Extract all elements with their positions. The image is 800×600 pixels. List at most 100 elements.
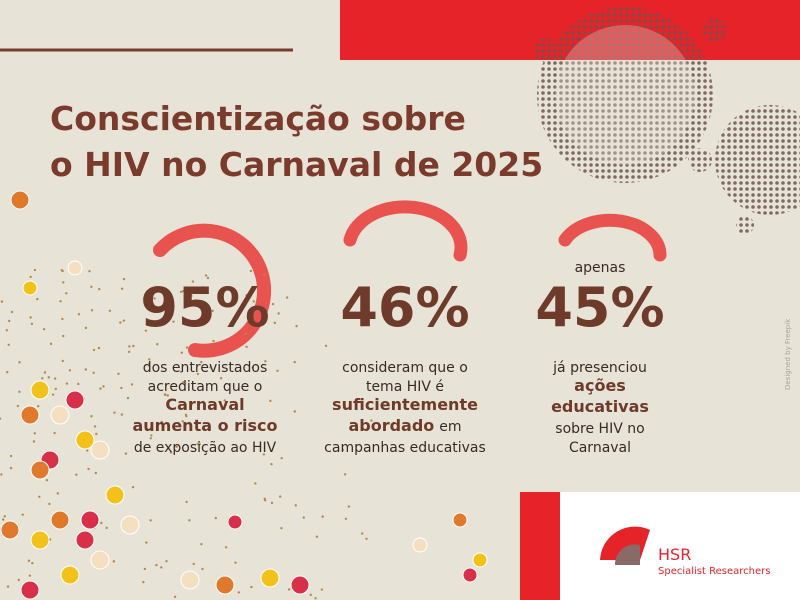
glitter: [167, 298, 171, 301]
virus-decoration: [533, 7, 800, 234]
stat-line: tema HIV é: [366, 379, 444, 395]
text-segment: suficientemente: [332, 395, 478, 414]
glitter: [245, 294, 248, 297]
glitter: [32, 440, 36, 443]
sequin: [20, 580, 40, 600]
glitter: [49, 342, 53, 346]
stat-line: dos entrevistados: [143, 360, 268, 376]
glitter: [130, 383, 134, 386]
glitter: [235, 299, 238, 302]
glitter: [160, 566, 163, 569]
glitter: [270, 462, 273, 466]
logo-subtitle: Specialist Researchers: [658, 566, 770, 577]
stat-line: sobre HIV no: [555, 421, 644, 437]
glitter: [127, 350, 131, 354]
glitter: [180, 351, 183, 354]
glitter: [264, 359, 267, 363]
credit: Designed by Freepik: [784, 318, 792, 390]
text-segment: dos entrevistados: [143, 360, 268, 376]
glitter: [232, 297, 236, 300]
sequin: [452, 512, 468, 528]
sequin: [75, 430, 95, 450]
glitter: [0, 473, 3, 476]
glitter: [88, 270, 91, 273]
sequin: [20, 405, 40, 425]
sequin: [30, 380, 50, 400]
glitter: [244, 332, 247, 336]
glitter: [270, 501, 274, 505]
stat-line: já presenciou: [552, 360, 647, 376]
glitter: [251, 366, 254, 369]
glitter: [276, 369, 279, 372]
glitter: [21, 513, 24, 516]
glitter: [94, 471, 98, 475]
glitter: [341, 448, 345, 452]
glitter: [236, 317, 239, 320]
glitter: [61, 359, 64, 363]
glitter: [278, 495, 282, 498]
title-line: o HIV no Carnaval de 2025: [50, 145, 543, 184]
glitter: [53, 377, 57, 380]
glitter: [192, 562, 195, 566]
glitter: [1, 518, 5, 521]
glitter: [172, 320, 175, 323]
stat-line: consideram que o: [342, 360, 468, 376]
glitter: [224, 546, 228, 549]
text-segment: em: [439, 419, 461, 435]
glitter: [62, 281, 65, 284]
sequin: [50, 510, 70, 530]
stat-line: de exposição ao HIV: [134, 440, 277, 456]
glitter: [37, 404, 40, 408]
glitter: [31, 561, 34, 565]
glitter: [29, 275, 32, 279]
glitter: [48, 502, 51, 506]
glitter: [61, 269, 64, 273]
glitter: [5, 329, 9, 332]
glitter: [293, 410, 297, 413]
glitter: [271, 302, 275, 306]
glitter: [166, 394, 169, 397]
glitter: [131, 485, 135, 489]
sequin: [90, 550, 110, 570]
glitter: [84, 368, 88, 371]
glitter: [156, 308, 160, 311]
glitter: [188, 519, 191, 522]
glitter: [165, 560, 168, 563]
glitter: [179, 290, 183, 294]
glitter: [0, 417, 2, 420]
glitter: [150, 434, 153, 437]
glitter: [47, 376, 50, 379]
glitter: [128, 345, 131, 348]
title-line: Conscientização sobre: [50, 99, 466, 138]
sequin: [290, 575, 310, 595]
glitter: [211, 309, 214, 313]
stat-line: educativas: [551, 397, 649, 416]
text-segment: Carnaval: [569, 440, 631, 456]
glitter: [315, 535, 319, 538]
glitter: [269, 399, 272, 403]
glitter: [249, 269, 253, 273]
stat-arcs: [153, 200, 667, 358]
sequin: [60, 565, 80, 585]
glitter: [119, 321, 122, 324]
glitter: [29, 316, 32, 319]
glitter: [28, 574, 32, 577]
stat-line: acreditam que o: [148, 379, 263, 395]
glitter: [223, 399, 226, 402]
stat-value: 45%: [535, 276, 664, 339]
glitter: [7, 343, 10, 347]
glitter: [245, 345, 248, 349]
sequin: [227, 514, 243, 530]
glitter: [169, 451, 173, 454]
stat-prefix: apenas: [575, 260, 626, 276]
sequin: [22, 280, 38, 296]
text-segment: já presenciou: [552, 360, 647, 376]
sequin: [67, 260, 83, 276]
glitter: [18, 361, 21, 364]
glitter: [229, 289, 233, 292]
text-segment: aumenta o risco: [132, 416, 277, 435]
glitter: [214, 516, 218, 520]
text-segment: de exposição ao HIV: [134, 440, 277, 456]
